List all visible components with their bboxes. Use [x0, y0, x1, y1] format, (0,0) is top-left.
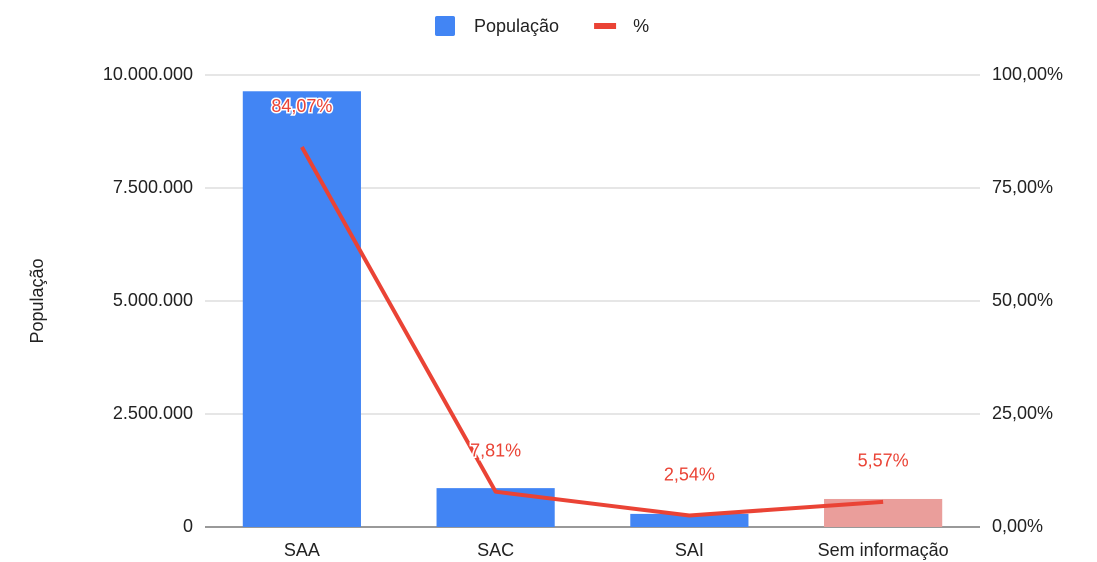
legend-label: %: [633, 16, 649, 36]
x-tick-label: SAC: [477, 540, 514, 560]
data-label: 7,81%: [470, 440, 521, 460]
data-label: 84,07%: [271, 96, 332, 116]
y-tick-label: 7.500.000: [113, 177, 193, 197]
y2-tick-label: 25,00%: [992, 403, 1053, 423]
x-tick-label: Sem informação: [818, 540, 949, 560]
bar: [630, 513, 749, 527]
y-axis-label: População: [27, 258, 47, 343]
y-tick-label: 10.000.000: [103, 64, 193, 84]
bar: [242, 91, 361, 527]
x-tick-label: SAI: [675, 540, 704, 560]
bar: [436, 488, 555, 527]
legend-swatch: [594, 23, 617, 29]
data-label: 2,54%: [664, 464, 715, 484]
data-label: 5,57%: [858, 451, 909, 471]
y2-tick-label: 75,00%: [992, 177, 1053, 197]
y-tick-label: 0: [183, 516, 193, 536]
y2-tick-label: 0,00%: [992, 516, 1043, 536]
y-tick-label: 5.000.000: [113, 290, 193, 310]
x-tick-label: SAA: [284, 540, 320, 560]
y2-tick-label: 100,00%: [992, 64, 1063, 84]
legend-label: População: [474, 16, 559, 36]
y2-tick-label: 50,00%: [992, 290, 1053, 310]
line: [300, 146, 884, 518]
y-tick-label: 2.500.000: [113, 403, 193, 423]
legend-swatch: [435, 16, 455, 36]
